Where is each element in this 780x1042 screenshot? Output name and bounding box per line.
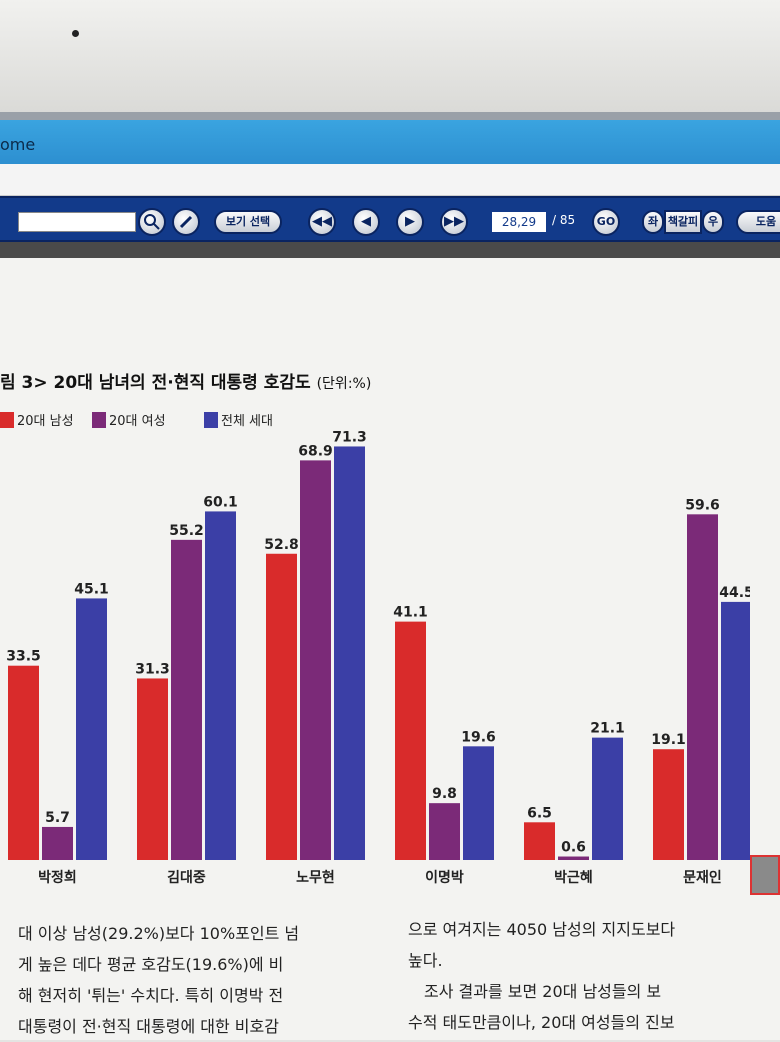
bar-all	[592, 737, 623, 860]
legend-label-all: 전체 세대	[221, 414, 273, 429]
legend-label-male: 20대 남성	[17, 414, 74, 429]
data-label: 68.9	[298, 443, 333, 459]
body-line: 으로 여겨지는 4050 남성의 지지도보다	[408, 920, 676, 939]
bar-chart: 33.5 5.7 45.1 박정희 31.3 55.2 60.1 김대중 52.8 68.971.…	[6, 429, 750, 886]
category-label: 김대중	[167, 869, 206, 886]
data-label: 9.8	[432, 786, 457, 802]
body-line: 수적 태도만큼이나, 20대 여성들의 진보	[408, 1013, 675, 1032]
data-label: 19.1	[651, 732, 686, 748]
viewer-gap	[0, 242, 780, 258]
legend-item-all: 전체 세대	[204, 410, 273, 432]
window-titlebar: ome	[0, 120, 780, 164]
document-page	[0, 258, 780, 1040]
monitor-bezel	[0, 0, 780, 118]
bar-female	[558, 856, 589, 860]
body-line: 대통령이 전·현직 대통령에 대한 비호감	[18, 1017, 279, 1036]
figure-caption: 림 3> 20대 남녀의 전·현직 대통령 호감도 (단위:%)	[0, 368, 371, 393]
search-input[interactable]	[18, 212, 136, 232]
bar-male	[653, 749, 684, 860]
category-label: 박근혜	[554, 869, 593, 886]
legend-label-female: 20대 여성	[109, 414, 166, 429]
data-label: 6.5	[527, 805, 552, 821]
bar-male	[524, 822, 555, 860]
data-label: 5.7	[45, 810, 70, 826]
last-page-icon[interactable]: ▶▶	[440, 208, 468, 236]
search-icon[interactable]	[138, 208, 166, 236]
bar-male	[395, 621, 426, 860]
body-line: 게 높은 데다 평균 호감도(19.6%)에 비	[18, 955, 284, 974]
legend-swatch-male	[0, 412, 14, 428]
figure-caption-unit: (단위:%)	[316, 376, 372, 392]
data-label: 21.1	[590, 721, 625, 737]
body-text-left: 대 이상 남성(29.2%)보다 10%포인트 넘 게 높은 데다 평균 호감도…	[18, 918, 390, 1042]
bar-all	[721, 601, 750, 860]
bar-female	[42, 826, 73, 860]
data-label: 44.5	[719, 585, 750, 601]
data-label: 41.1	[393, 605, 428, 621]
go-button[interactable]: GO	[592, 208, 620, 236]
page-total: / 85	[552, 213, 576, 227]
data-label: 52.8	[264, 537, 299, 553]
prev-page-icon[interactable]: ◀	[352, 208, 380, 236]
data-label: 45.1	[74, 581, 109, 597]
bookmark-right-button[interactable]: 우	[702, 210, 724, 234]
category-label: 이명박	[425, 869, 464, 886]
pen-icon[interactable]	[172, 208, 200, 236]
bar-all	[463, 746, 494, 860]
bar-female	[171, 539, 202, 860]
body-line: 대 이상 남성(29.2%)보다 10%포인트 넘	[18, 924, 300, 943]
bar-male	[137, 678, 168, 860]
bar-female	[300, 460, 331, 860]
data-label: 59.6	[685, 497, 720, 513]
body-line: 조사 결과를 보면 20대 남성들의 보	[408, 982, 662, 1001]
window-title: ome	[0, 135, 36, 154]
page-number-input[interactable]: 28,29	[492, 212, 546, 232]
next-page-icon[interactable]: ▶	[396, 208, 424, 236]
viewer-toolbar: 보기 선택 ◀◀ ◀ ▶ ▶▶ 28,29 / 85 GO 좌 책갈피 우 도움	[0, 196, 780, 242]
legend-swatch-female	[92, 412, 106, 428]
bookmark-label: 책갈피	[664, 210, 702, 234]
figure-caption-title: 림 3> 20대 남녀의 전·현직 대통령 호감도	[0, 373, 311, 393]
legend-item-male: 20대 남성	[0, 410, 74, 432]
data-label: 60.1	[203, 494, 238, 510]
window-subbar	[0, 164, 780, 196]
legend-swatch-all	[204, 412, 218, 428]
bar-female	[687, 514, 718, 860]
bar-all	[334, 446, 365, 860]
body-line: 높다.	[408, 951, 443, 970]
body-line: 해 현저히 '튀는' 수치다. 특히 이명박 전	[18, 986, 284, 1005]
data-label: 19.6	[461, 729, 496, 745]
view-select-button[interactable]: 보기 선택	[214, 210, 282, 234]
data-label: 71.3	[332, 429, 367, 445]
thumbnail-image	[750, 855, 780, 895]
first-page-icon[interactable]: ◀◀	[308, 208, 336, 236]
bookmark-left-button[interactable]: 좌	[642, 210, 664, 234]
legend-item-female: 20대 여성	[92, 410, 166, 432]
body-text-right: 으로 여겨지는 4050 남성의 지지도보다 높다. 조사 결과를 보면 20대…	[408, 914, 753, 1038]
bar-all	[205, 511, 236, 860]
data-label: 31.3	[135, 661, 170, 677]
bar-male	[8, 665, 39, 860]
bar-female	[429, 803, 460, 860]
help-button[interactable]: 도움	[736, 210, 780, 234]
bar-all	[76, 598, 107, 860]
screen-edge	[0, 112, 780, 120]
category-label: 노무현	[296, 870, 335, 886]
category-label: 박정희	[38, 869, 77, 886]
category-label: 문재인	[683, 869, 722, 886]
data-label: 33.5	[6, 649, 41, 665]
data-label: 55.2	[169, 523, 204, 539]
data-label: 0.6	[561, 840, 586, 856]
bar-male	[266, 553, 297, 860]
webcam-dot	[72, 30, 79, 37]
